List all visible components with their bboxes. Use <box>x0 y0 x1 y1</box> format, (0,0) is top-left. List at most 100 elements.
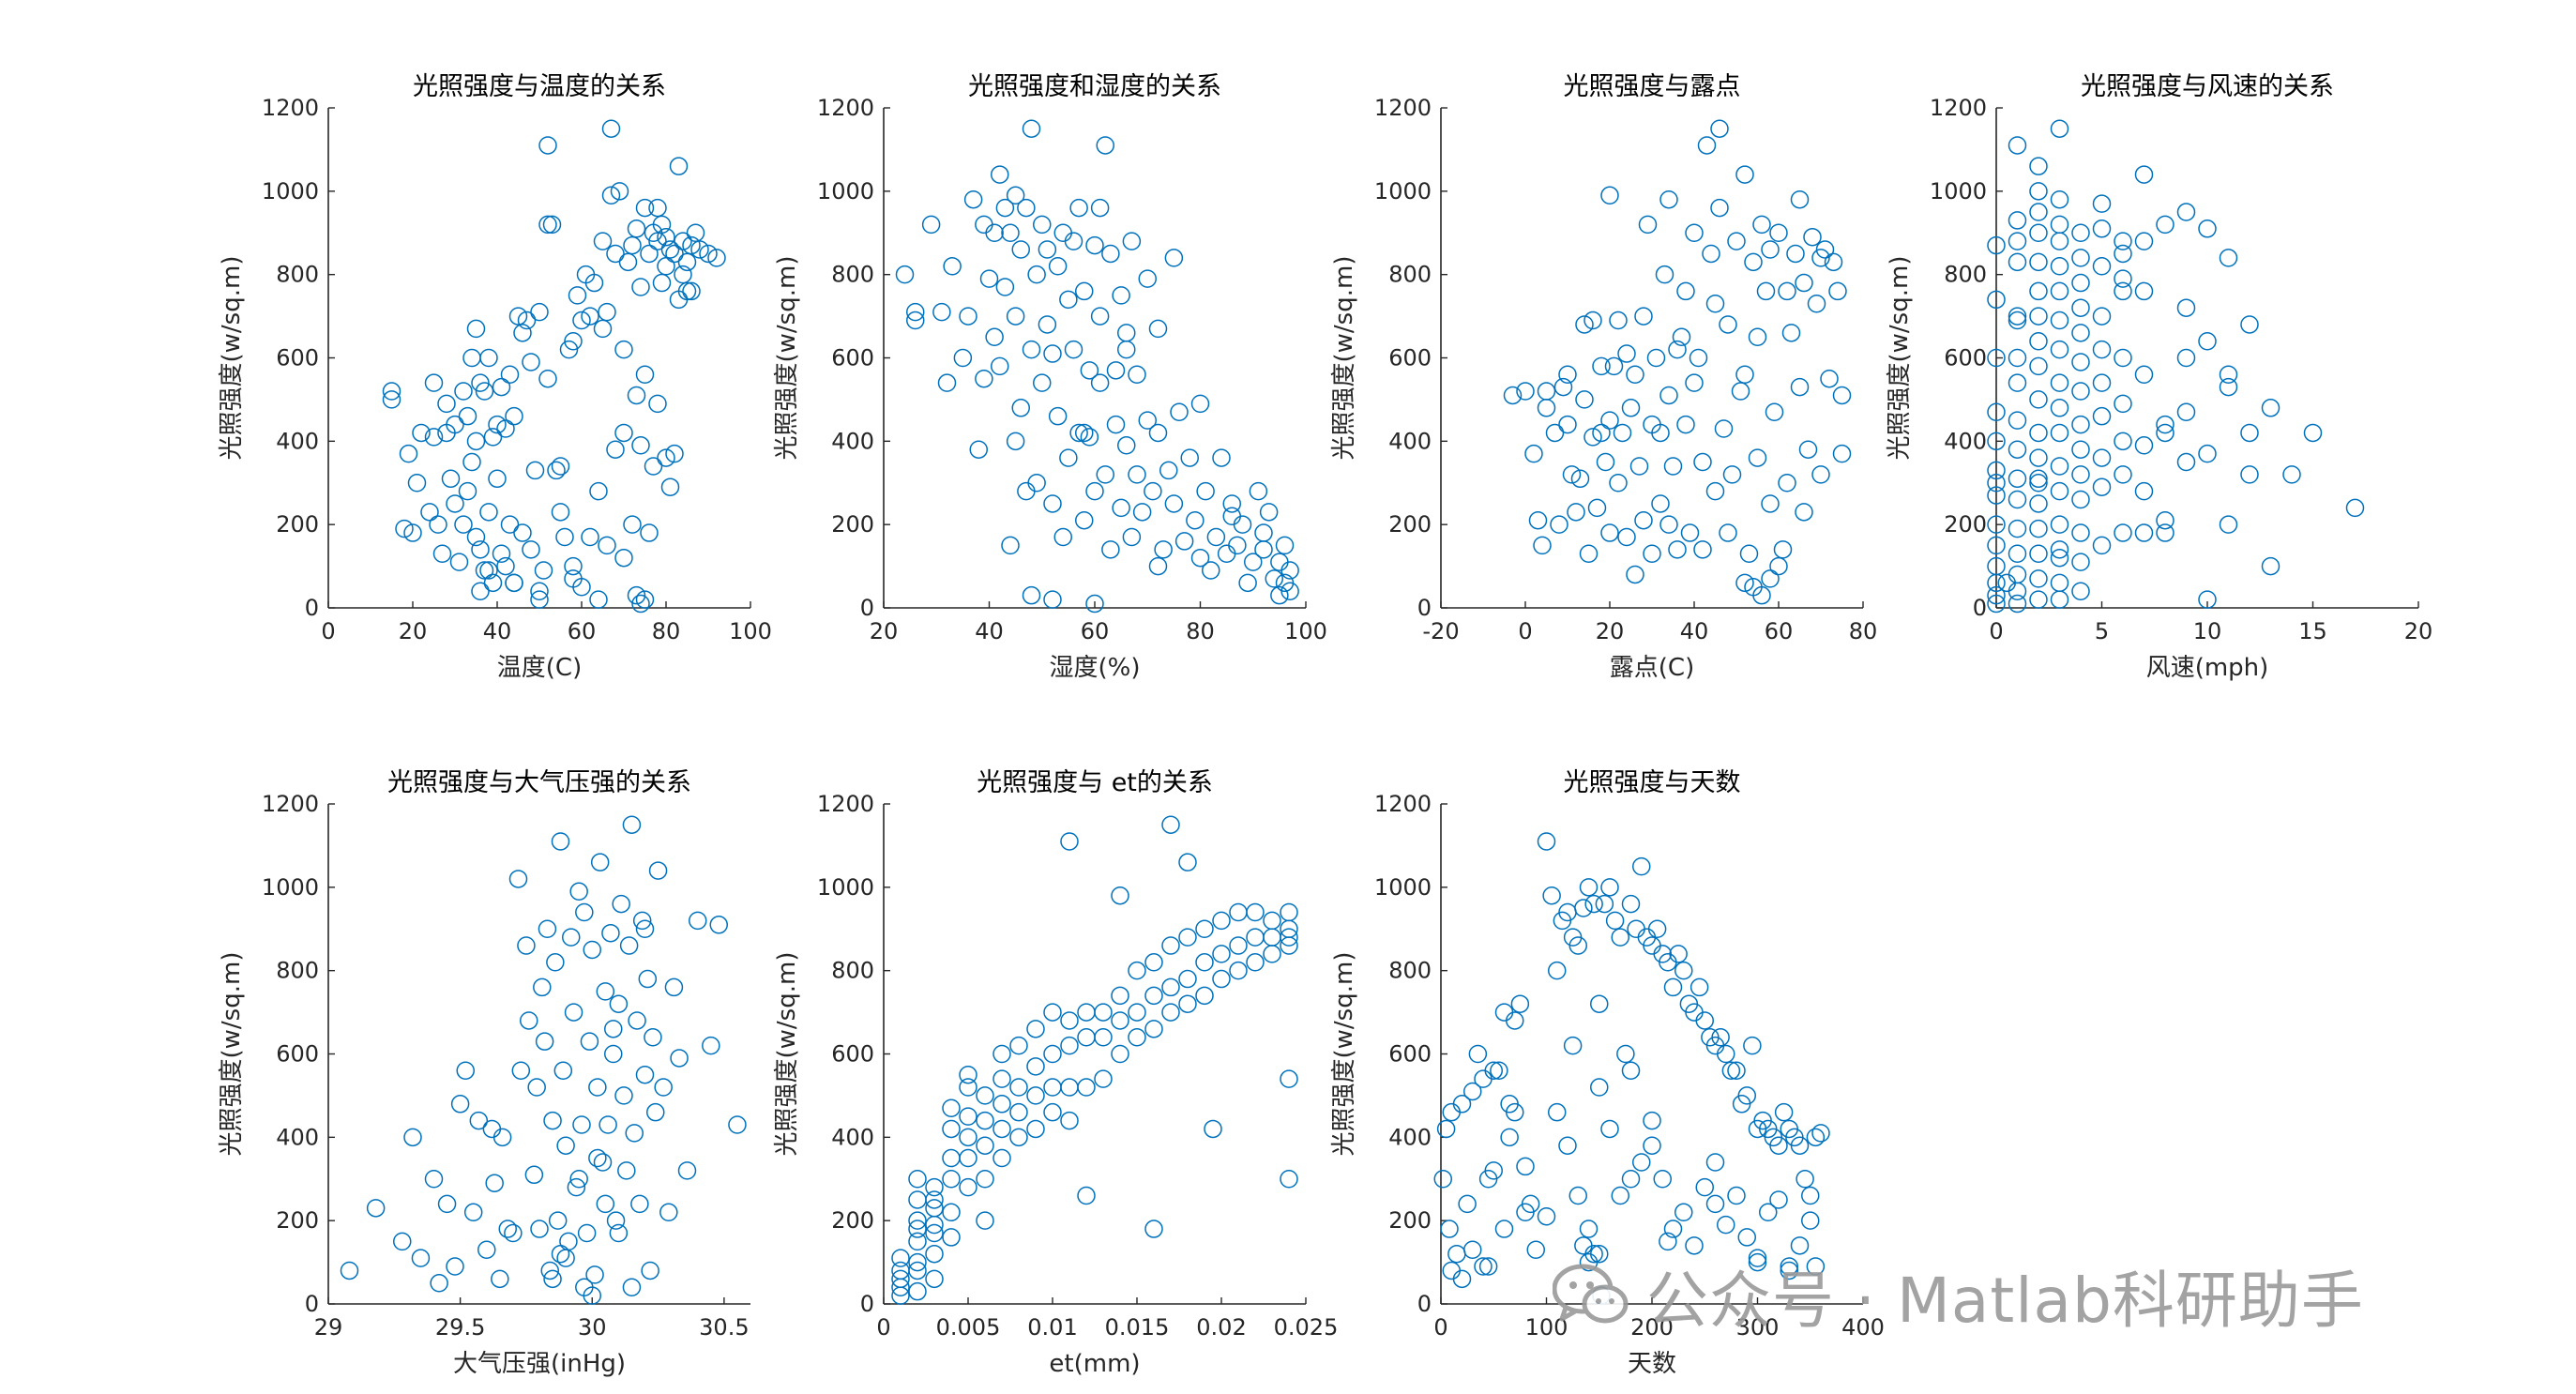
data-point <box>2008 469 2027 489</box>
x-axis-label: et(mm) <box>1049 1350 1140 1378</box>
data-point <box>2029 157 2048 175</box>
data-point <box>508 870 528 888</box>
data-point <box>1626 565 1644 584</box>
data-point <box>614 1086 633 1105</box>
data-point <box>2029 469 2048 489</box>
data-point <box>1773 540 1793 559</box>
data-point <box>1680 523 1700 542</box>
data-point <box>1017 481 1036 501</box>
y-axis-label: 光照强度(w/sq.m) <box>218 256 246 461</box>
x-tick-label: 100 <box>1284 618 1327 644</box>
data-point <box>1094 1003 1113 1022</box>
data-point <box>1574 899 1593 917</box>
data-point <box>959 1078 977 1097</box>
data-point <box>1659 386 1678 405</box>
data-point <box>441 469 461 489</box>
data-point <box>652 215 672 235</box>
data-point <box>505 406 523 426</box>
data-point <box>1458 1194 1477 1214</box>
y-tick-label: 600 <box>1388 1041 1432 1068</box>
data-point <box>1579 1252 1599 1272</box>
data-point <box>1229 902 1248 922</box>
data-point <box>437 394 456 414</box>
data-point <box>640 244 659 264</box>
data-point <box>2050 423 2069 443</box>
data-point <box>921 215 941 235</box>
data-point <box>458 406 477 426</box>
data-point <box>1634 307 1653 326</box>
data-point <box>1094 1069 1113 1088</box>
scatter-points <box>1987 119 2365 614</box>
data-point <box>1735 165 1754 184</box>
data-point <box>976 1170 994 1189</box>
y-tick-label: 600 <box>1944 345 1987 371</box>
data-point <box>1786 244 1805 264</box>
data-point <box>631 436 650 455</box>
data-point <box>1811 465 1830 484</box>
data-point <box>1101 540 1120 559</box>
data-point <box>2240 315 2259 334</box>
y-tick-label: 200 <box>276 1207 319 1234</box>
data-point <box>1743 1036 1762 1055</box>
data-point <box>2071 553 2090 571</box>
data-point <box>1048 257 1068 276</box>
data-point <box>1060 1011 1079 1030</box>
data-point <box>1447 1244 1466 1264</box>
data-point <box>1609 474 1628 492</box>
data-point <box>1780 1261 1798 1280</box>
data-point <box>985 327 1004 347</box>
data-point <box>492 544 511 564</box>
data-point <box>2114 232 2132 250</box>
data-point <box>925 1215 944 1235</box>
data-point <box>2008 136 2027 155</box>
x-axis-label: 天数 <box>1628 1350 1676 1378</box>
data-point <box>631 278 650 296</box>
x-tick-label: 20 <box>870 618 899 644</box>
data-point <box>2071 223 2090 242</box>
x-tick-label: 60 <box>568 618 597 644</box>
y-tick-label: 1200 <box>262 791 319 817</box>
data-point <box>995 278 1015 296</box>
data-point <box>614 340 633 359</box>
data-point <box>575 1278 594 1296</box>
data-point <box>1693 540 1712 559</box>
data-point <box>1987 348 2006 368</box>
data-point <box>1006 307 1025 326</box>
data-point <box>1138 269 1157 288</box>
data-point <box>1027 474 1046 492</box>
data-point <box>2029 448 2048 467</box>
data-point <box>1987 585 2006 605</box>
data-point <box>1526 1240 1545 1260</box>
data-point <box>2050 481 2069 501</box>
data-point <box>609 1223 629 1243</box>
data-point <box>1096 136 1114 155</box>
data-point <box>1621 399 1641 417</box>
data-point <box>1613 423 1632 443</box>
data-point <box>1592 423 1611 443</box>
data-point <box>411 1249 431 1267</box>
data-point <box>1128 1027 1146 1047</box>
data-point <box>1053 223 1072 242</box>
data-point <box>1190 548 1210 568</box>
data-point <box>1719 523 1737 542</box>
data-point <box>1584 894 1603 914</box>
data-point <box>2219 515 2238 534</box>
data-point <box>1474 1257 1493 1276</box>
data-point <box>1202 561 1220 580</box>
y-tick-label: 0 <box>305 1291 319 1317</box>
data-point <box>1060 1078 1079 1097</box>
data-point <box>2092 477 2112 496</box>
data-point <box>446 494 464 513</box>
data-point <box>403 523 422 542</box>
data-point <box>1579 544 1599 564</box>
data-point <box>2050 189 2069 209</box>
data-point <box>1238 573 1257 593</box>
data-point <box>462 348 481 368</box>
chart-4: 0 5 10 15 20020040060080010001200光照强度与风速的关系风… <box>1886 72 2432 682</box>
data-point <box>2029 182 2048 201</box>
data-point <box>471 582 490 600</box>
data-point <box>542 215 562 235</box>
data-point <box>646 1102 665 1122</box>
data-point <box>496 556 515 576</box>
data-point <box>670 1049 689 1068</box>
